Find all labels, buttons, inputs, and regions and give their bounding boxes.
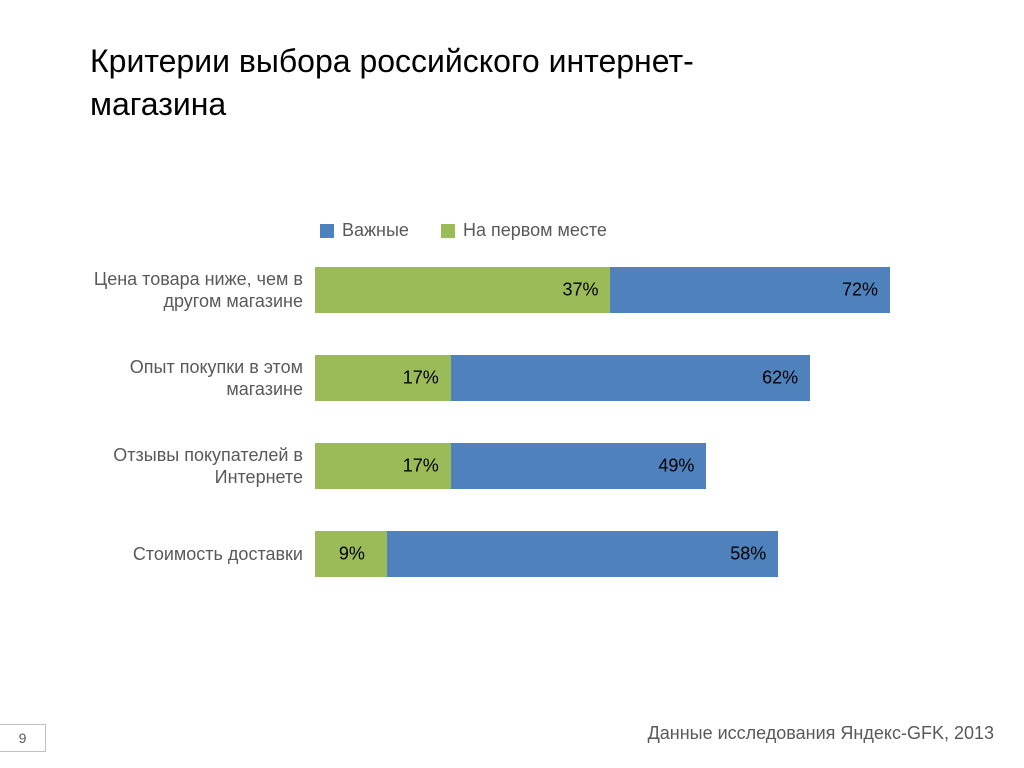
value-label-first: 37% [562, 280, 598, 301]
value-label-important: 49% [658, 456, 694, 477]
row-label: Цена товара ниже, чем в другом магазине [60, 268, 315, 313]
row-label: Отзывы покупателей в Интернете [60, 444, 315, 489]
source-text: Данные исследования Яндекс-GFK, 2013 [648, 723, 994, 744]
legend-label-first: На первом месте [463, 220, 607, 241]
legend-swatch-important [320, 224, 334, 238]
chart-row: Стоимость доставки 9% 58% [60, 524, 890, 584]
value-label-important: 58% [730, 544, 766, 565]
slide-title: Критерии выбора российского интернет-маг… [90, 40, 790, 126]
legend-item-important: Важные [320, 220, 409, 241]
bar-area: 17% 62% [315, 355, 890, 401]
row-label: Стоимость доставки [60, 543, 315, 566]
chart-row: Опыт покупки в этом магазине 17% 62% [60, 348, 890, 408]
legend-swatch-first [441, 224, 455, 238]
value-label-first: 9% [339, 544, 365, 565]
chart-row: Отзывы покупателей в Интернете 17% 49% [60, 436, 890, 496]
legend-label-important: Важные [342, 220, 409, 241]
bar-area: 37% 72% [315, 267, 890, 313]
chart-legend: Важные На первом месте [320, 220, 607, 241]
value-label-important: 62% [762, 368, 798, 389]
page-number: 9 [0, 724, 46, 752]
legend-item-first: На первом месте [441, 220, 607, 241]
bar-area: 17% 49% [315, 443, 890, 489]
bar-area: 9% 58% [315, 531, 890, 577]
bar-chart: Цена товара ниже, чем в другом магазине3… [60, 260, 890, 612]
value-label-first: 17% [403, 368, 439, 389]
value-label-important: 72% [842, 280, 878, 301]
row-label: Опыт покупки в этом магазине [60, 356, 315, 401]
chart-row: Цена товара ниже, чем в другом магазине3… [60, 260, 890, 320]
value-label-first: 17% [403, 456, 439, 477]
